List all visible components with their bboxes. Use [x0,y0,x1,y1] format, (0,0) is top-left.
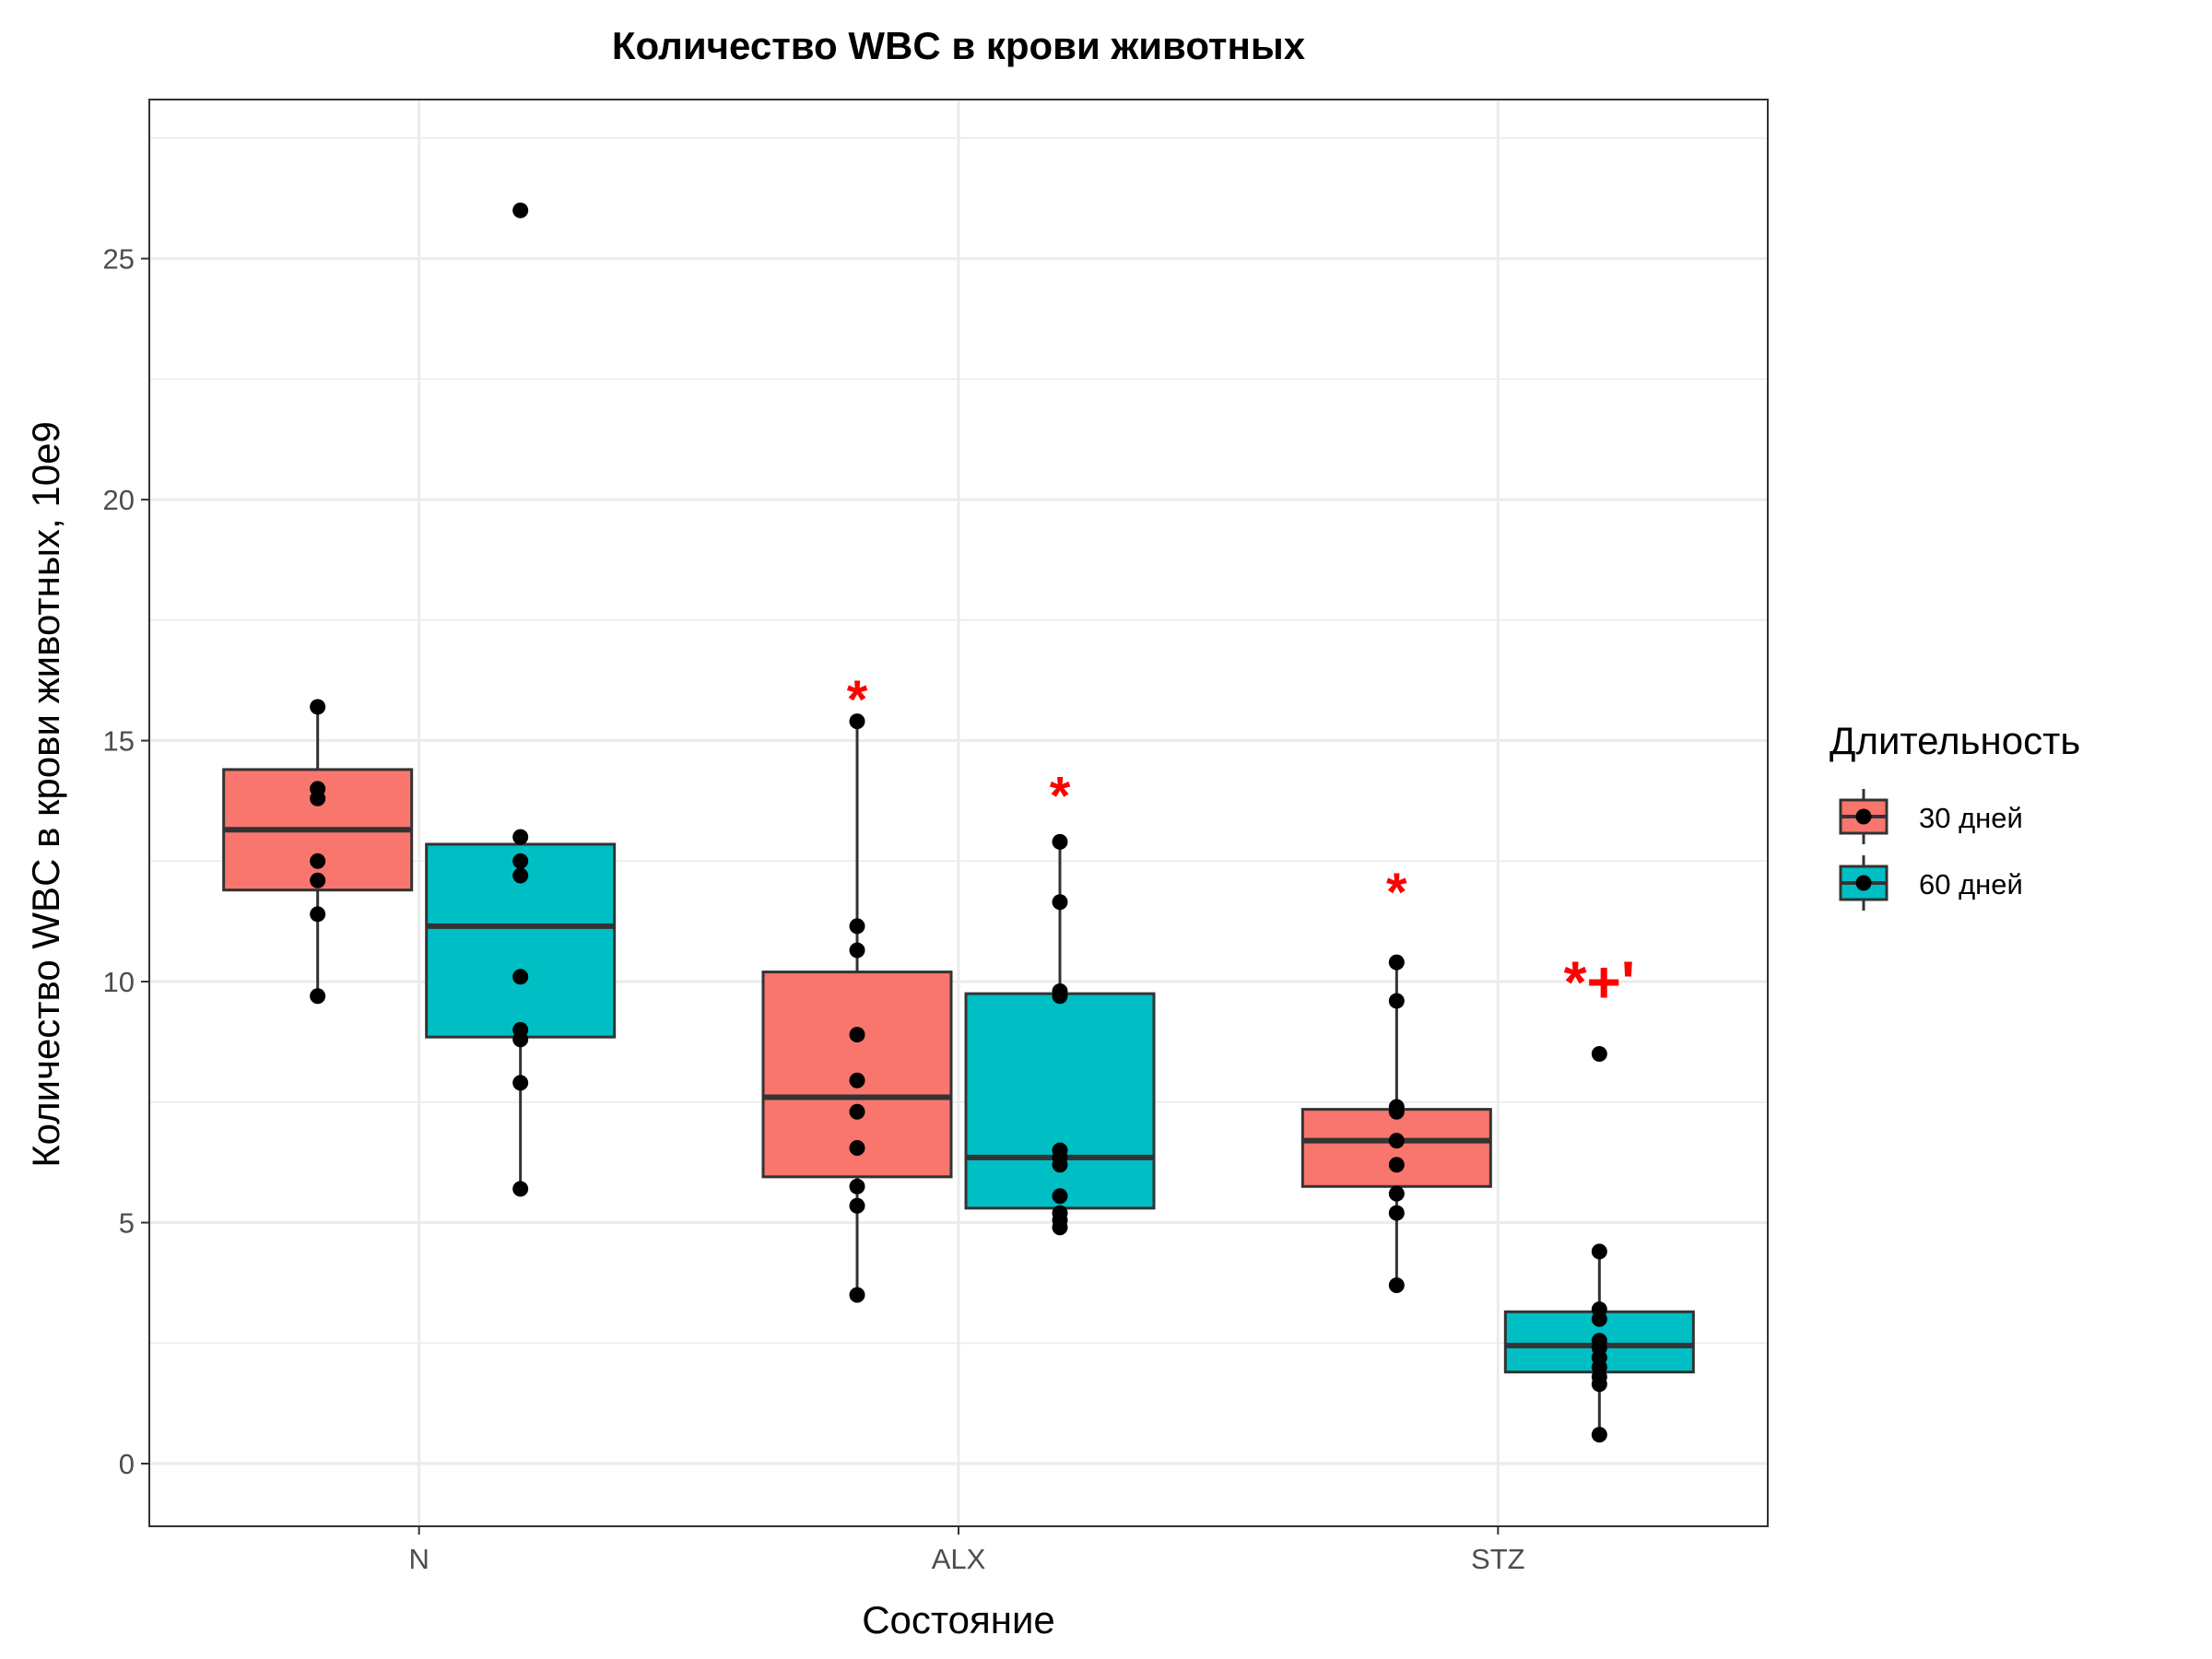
data-point [310,988,326,1005]
box-group [1300,954,1492,1294]
data-point [1052,988,1068,1005]
data-point [512,1075,529,1091]
box [964,992,1156,1210]
box-group [761,713,953,1303]
data-point [1052,1157,1068,1173]
x-axis-title: Состояние [862,1598,1055,1641]
data-point [512,1031,529,1048]
box-group [964,833,1156,1236]
y-axis-title: Количество WBC в крови животных, 10e9 [24,421,67,1168]
legend: Длительность 30 дней 60 дней [1830,719,2080,911]
x-tick-label: STZ [1471,1543,1525,1575]
y-tick-label: 20 [103,484,135,516]
data-point [310,853,326,869]
x-tick-label: ALX [932,1543,986,1575]
data-point [1591,1045,1607,1062]
legend-title: Длительность [1830,719,2080,762]
y-tick-label: 5 [119,1207,135,1240]
data-point [1388,1185,1405,1202]
chart-marks [222,202,1695,1443]
data-point [1052,894,1068,911]
data-point [1388,1133,1405,1149]
y-tick-label: 15 [103,725,135,758]
legend-label-30: 30 дней [1919,802,2023,834]
grid [149,100,1768,1526]
legend-key-point [1855,808,1872,825]
data-point [512,853,529,869]
data-point [849,1027,865,1043]
data-point [310,872,326,888]
data-point [1388,993,1405,1009]
data-point [849,1178,865,1194]
data-point [849,918,865,935]
data-point [512,969,529,985]
data-point [512,202,529,218]
data-point [1388,1103,1405,1120]
data-point [1591,1243,1607,1260]
data-point [1591,1311,1607,1327]
data-point [310,699,326,715]
y-tick-label: 10 [103,966,135,998]
data-point [1052,833,1068,850]
data-point [1388,1277,1405,1294]
data-point [310,790,326,806]
significance-label: * [847,670,868,730]
data-point [1052,1188,1068,1205]
data-point [849,1072,865,1088]
y-tick-label: 0 [119,1448,135,1480]
legend-key [1839,789,1888,844]
chart-title: Количество WBC в крови животных [612,24,1306,67]
data-point [1591,1376,1607,1393]
data-point [310,906,326,923]
data-point [1388,954,1405,971]
significance-label: * [1050,766,1071,826]
data-point [1591,1427,1607,1443]
significance-annotations: * * * *+' [847,670,1635,1016]
data-point [849,713,865,730]
y-tick-label: 25 [103,243,135,276]
data-point [512,829,529,845]
data-point [849,1139,865,1156]
legend-label-60: 60 дней [1919,868,2023,900]
legend-key-point [1855,875,1872,891]
significance-label: * [1386,863,1407,923]
legend-keys [1839,789,1888,911]
data-point [512,1181,529,1197]
significance-label: *+' [1564,948,1636,1015]
data-point [512,867,529,884]
data-point [1052,1219,1068,1236]
data-point [1388,1157,1405,1173]
data-point [849,1103,865,1120]
data-point [849,1287,865,1303]
data-point [1388,1205,1405,1221]
box-group [1503,1045,1695,1443]
box-group [425,202,617,1197]
box-group [222,699,414,1005]
x-tick-label: N [408,1543,429,1575]
data-point [849,1197,865,1214]
data-point [849,942,865,959]
axis-ticks: 0 5 10 15 20 25 N ALX STZ [103,243,1525,1575]
legend-key [1839,855,1888,911]
